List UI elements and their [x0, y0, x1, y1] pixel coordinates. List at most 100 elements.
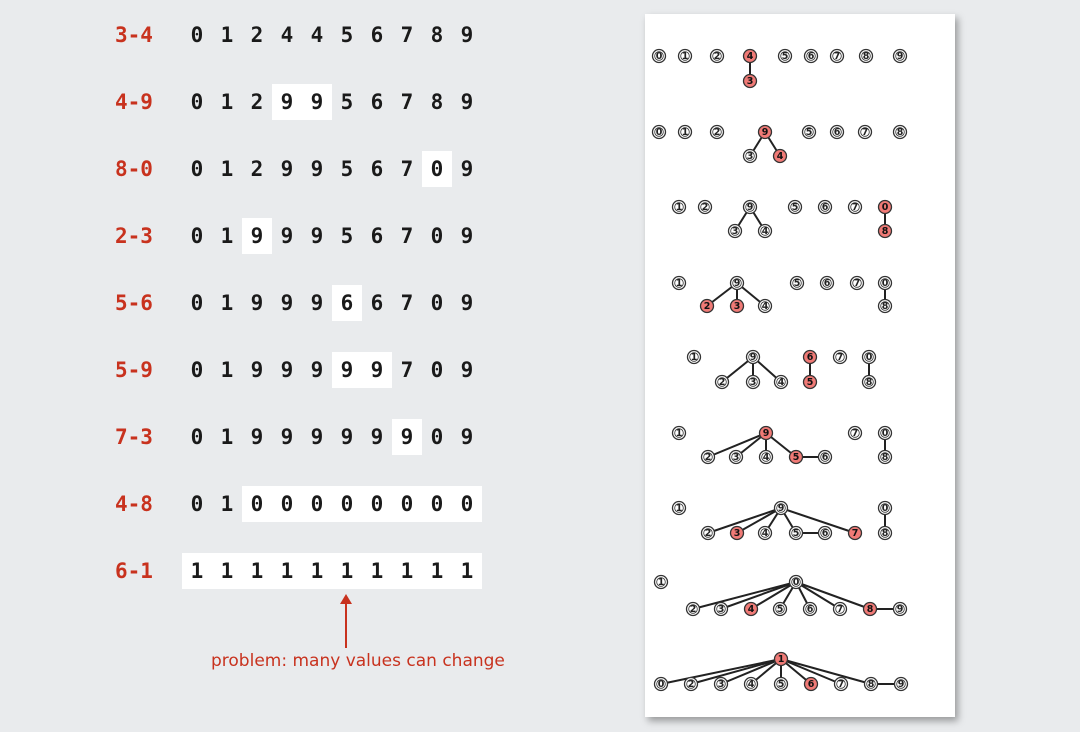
id-array-cell: 0: [392, 486, 422, 522]
tree-node-label: 7: [852, 528, 859, 539]
id-array-cell: 9: [310, 358, 324, 382]
tree-node: 3: [713, 601, 729, 617]
tree-node: 1: [671, 425, 687, 441]
tree-node: 6: [817, 199, 833, 215]
tree-node: 7: [849, 275, 865, 291]
id-array-cell: 0: [430, 291, 444, 315]
id-array-cell: 9: [280, 291, 294, 315]
id-array-cell: 1: [220, 224, 234, 248]
tree-node-label: 5: [778, 679, 785, 690]
id-array-cell: 6: [370, 90, 384, 114]
tree-node: 9: [742, 199, 758, 215]
tree-node: 4: [772, 148, 788, 164]
tree-node-label: 1: [691, 352, 698, 363]
tree-node-label: 3: [718, 604, 725, 615]
id-array-cell: 9: [340, 425, 354, 449]
id-array-cell: 0: [190, 90, 204, 114]
tree-node-label: 4: [762, 226, 769, 237]
tree-node-label: 5: [793, 528, 800, 539]
up-arrow-icon: [340, 594, 352, 648]
id-array-cell: 1: [392, 553, 422, 589]
tree-node: 4: [757, 298, 773, 314]
tree-edge: [692, 581, 797, 610]
tree-node: 2: [700, 525, 716, 541]
id-array-cell: 1: [212, 553, 242, 589]
union-forest-step: 1 9 2 3 4 5 6 7 0 8: [671, 500, 893, 541]
tree-edge: [750, 581, 797, 610]
id-array-cell: 9: [370, 425, 384, 449]
union-operation-label: 8-0: [115, 157, 153, 181]
tree-node: 5: [788, 449, 804, 465]
tree-node-label: 6: [822, 202, 829, 213]
tree-node-label: 7: [834, 51, 841, 62]
tree-node: 0: [877, 275, 893, 291]
tree-node-label: 7: [837, 604, 844, 615]
tree-node-label: 7: [838, 679, 845, 690]
id-array-cell: 0: [190, 23, 204, 47]
id-array-cell: 1: [220, 425, 234, 449]
tree-node-label: 4: [778, 377, 785, 388]
tree-node-label: 5: [792, 202, 799, 213]
id-array-cell: 9: [280, 224, 294, 248]
tree-node: 9: [892, 601, 908, 617]
forest-diagram: 0 1 2 4 3 5 6 7 8 9 0 1 2 9 3 4 5 6 7 8 1 2 9 3 4 5 6 7 0 8 1 9 2 3 4 5 6 7 0 8…: [651, 48, 909, 692]
id-array-cell: 9: [250, 291, 264, 315]
id-array-cell: 1: [452, 553, 482, 589]
tree-node: 9: [729, 275, 745, 291]
union-forest-step: 1 9 2 3 4 6 5 7 0 8: [686, 349, 877, 390]
tree-node: 9: [892, 48, 908, 64]
tree-node-label: 3: [734, 528, 741, 539]
tree-node-label: 2: [705, 452, 712, 463]
tree-node-label: 6: [822, 528, 829, 539]
tree-node-label: 5: [777, 604, 784, 615]
tree-node-label: 2: [714, 51, 721, 62]
tree-node: 2: [700, 449, 716, 465]
id-array-cell: 5: [340, 224, 354, 248]
tree-node-label: 5: [806, 127, 813, 138]
tree-node-label: 3: [718, 679, 725, 690]
tree-node-label: 8: [882, 226, 889, 237]
tree-node-label: 3: [747, 76, 754, 87]
id-array-cell: 9: [460, 425, 474, 449]
tree-node-label: 8: [882, 452, 889, 463]
tree-node: 3: [729, 298, 745, 314]
id-array-cell: 6: [370, 23, 384, 47]
union-operation-label: 5-9: [115, 358, 153, 382]
id-array-cell: 9: [272, 84, 302, 120]
tree-node: 5: [787, 199, 803, 215]
id-array-cell: 0: [422, 486, 452, 522]
tree-node: 7: [832, 601, 848, 617]
tree-node-label: 1: [676, 278, 683, 289]
id-array-cell: 2: [250, 157, 264, 181]
tree-node-label: 1: [778, 654, 785, 665]
tree-node: 3: [745, 374, 761, 390]
tree-node-label: 3: [732, 226, 739, 237]
tree-node: 5: [777, 48, 793, 64]
tree-node-label: 6: [807, 604, 814, 615]
tree-node-label: 4: [763, 452, 770, 463]
id-array-cell: 9: [362, 352, 392, 388]
id-array-cell: 0: [422, 151, 452, 187]
tree-edge: [795, 581, 871, 610]
tree-node: 9: [893, 676, 909, 692]
tree-node: 3: [742, 148, 758, 164]
tree-node-label: 6: [822, 452, 829, 463]
tree-node: 4: [743, 676, 759, 692]
tree-node: 0: [651, 124, 667, 140]
tree-node: 7: [847, 199, 863, 215]
id-array-cell: 8: [430, 23, 444, 47]
tree-node-label: 8: [882, 528, 889, 539]
id-array-cell: 1: [422, 553, 452, 589]
tree-node: 9: [757, 124, 773, 140]
tree-node: 4: [758, 449, 774, 465]
tree-node-label: 0: [793, 577, 800, 588]
tree-node-label: 4: [747, 51, 754, 62]
tree-node-label: 5: [794, 278, 801, 289]
tree-node-label: 0: [656, 51, 663, 62]
tree-node: 0: [653, 676, 669, 692]
tree-node-label: 3: [733, 452, 740, 463]
id-array-cell: 0: [332, 486, 362, 522]
tree-node: 7: [833, 676, 849, 692]
union-forest-step: 1 0 2 3 4 5 6 7 8 9: [653, 651, 909, 692]
tree-node: 2: [683, 676, 699, 692]
